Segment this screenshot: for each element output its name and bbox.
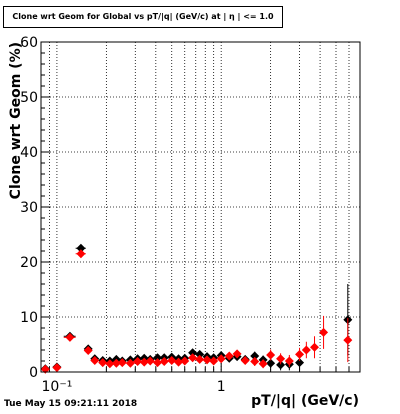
x-tick-labels: 10⁻¹ 1 [42, 379, 226, 395]
x-tick-label: 10⁻¹ [42, 379, 73, 395]
data-point [240, 355, 250, 365]
data-point [133, 357, 143, 367]
data-point [174, 357, 184, 367]
x-axis-title: pT/|q| (GeV/c) [251, 393, 359, 409]
x-tick-label: 1 [217, 379, 226, 395]
data-point [250, 357, 260, 367]
data-point [258, 359, 268, 369]
y-tick-label: 50 [20, 90, 38, 106]
data-point [250, 351, 260, 361]
data-point [139, 357, 149, 367]
data-point [111, 358, 121, 368]
data-point [266, 350, 276, 360]
data-point [76, 249, 86, 259]
data-point [117, 358, 127, 368]
data-point [90, 355, 100, 365]
data-point [295, 349, 305, 359]
data-point [52, 363, 62, 373]
grid-lines [40, 42, 361, 372]
data-point [125, 358, 135, 368]
data-point [188, 348, 198, 358]
y-tick-label: 20 [20, 255, 38, 271]
data-point [276, 354, 286, 364]
data-point [202, 355, 212, 365]
data-point [98, 358, 108, 368]
data-point [188, 353, 198, 363]
data-point [284, 356, 294, 366]
chart-title: Clone wrt Geom for Global vs pT/|q| (GeV… [3, 6, 283, 28]
y-axis-title: Clone wrt Geom (%) [8, 42, 24, 199]
data-point [224, 351, 234, 361]
data-point [76, 243, 86, 253]
data-point [153, 358, 163, 368]
data-point [159, 357, 169, 367]
data-point [180, 356, 190, 366]
data-point [301, 345, 311, 355]
data-point [295, 358, 305, 368]
data-point [310, 342, 320, 352]
data-point [167, 355, 177, 365]
data-point [319, 327, 329, 337]
data-point [65, 332, 75, 342]
y-tick-label: 0 [29, 365, 38, 381]
y-tick-labels: 0 10 20 30 40 50 60 [20, 35, 38, 381]
data-point [145, 356, 155, 366]
plot-frame [40, 41, 361, 373]
data-series [40, 243, 353, 374]
series-2 [40, 249, 353, 374]
data-point [105, 359, 115, 369]
data-point [276, 360, 286, 370]
data-point [209, 356, 219, 366]
y-tick-label: 60 [20, 35, 38, 51]
data-point [343, 335, 353, 345]
data-point [266, 358, 276, 368]
data-point [216, 354, 226, 364]
y-tick-label: 30 [20, 200, 38, 216]
timestamp-label: Tue May 15 09:21:11 2018 [4, 399, 138, 409]
data-point [195, 354, 205, 364]
y-tick-label: 10 [20, 310, 38, 326]
data-point [153, 353, 163, 363]
data-point [232, 349, 242, 359]
data-point [83, 346, 93, 356]
data-point [195, 349, 205, 359]
y-tick-label: 40 [20, 145, 38, 161]
